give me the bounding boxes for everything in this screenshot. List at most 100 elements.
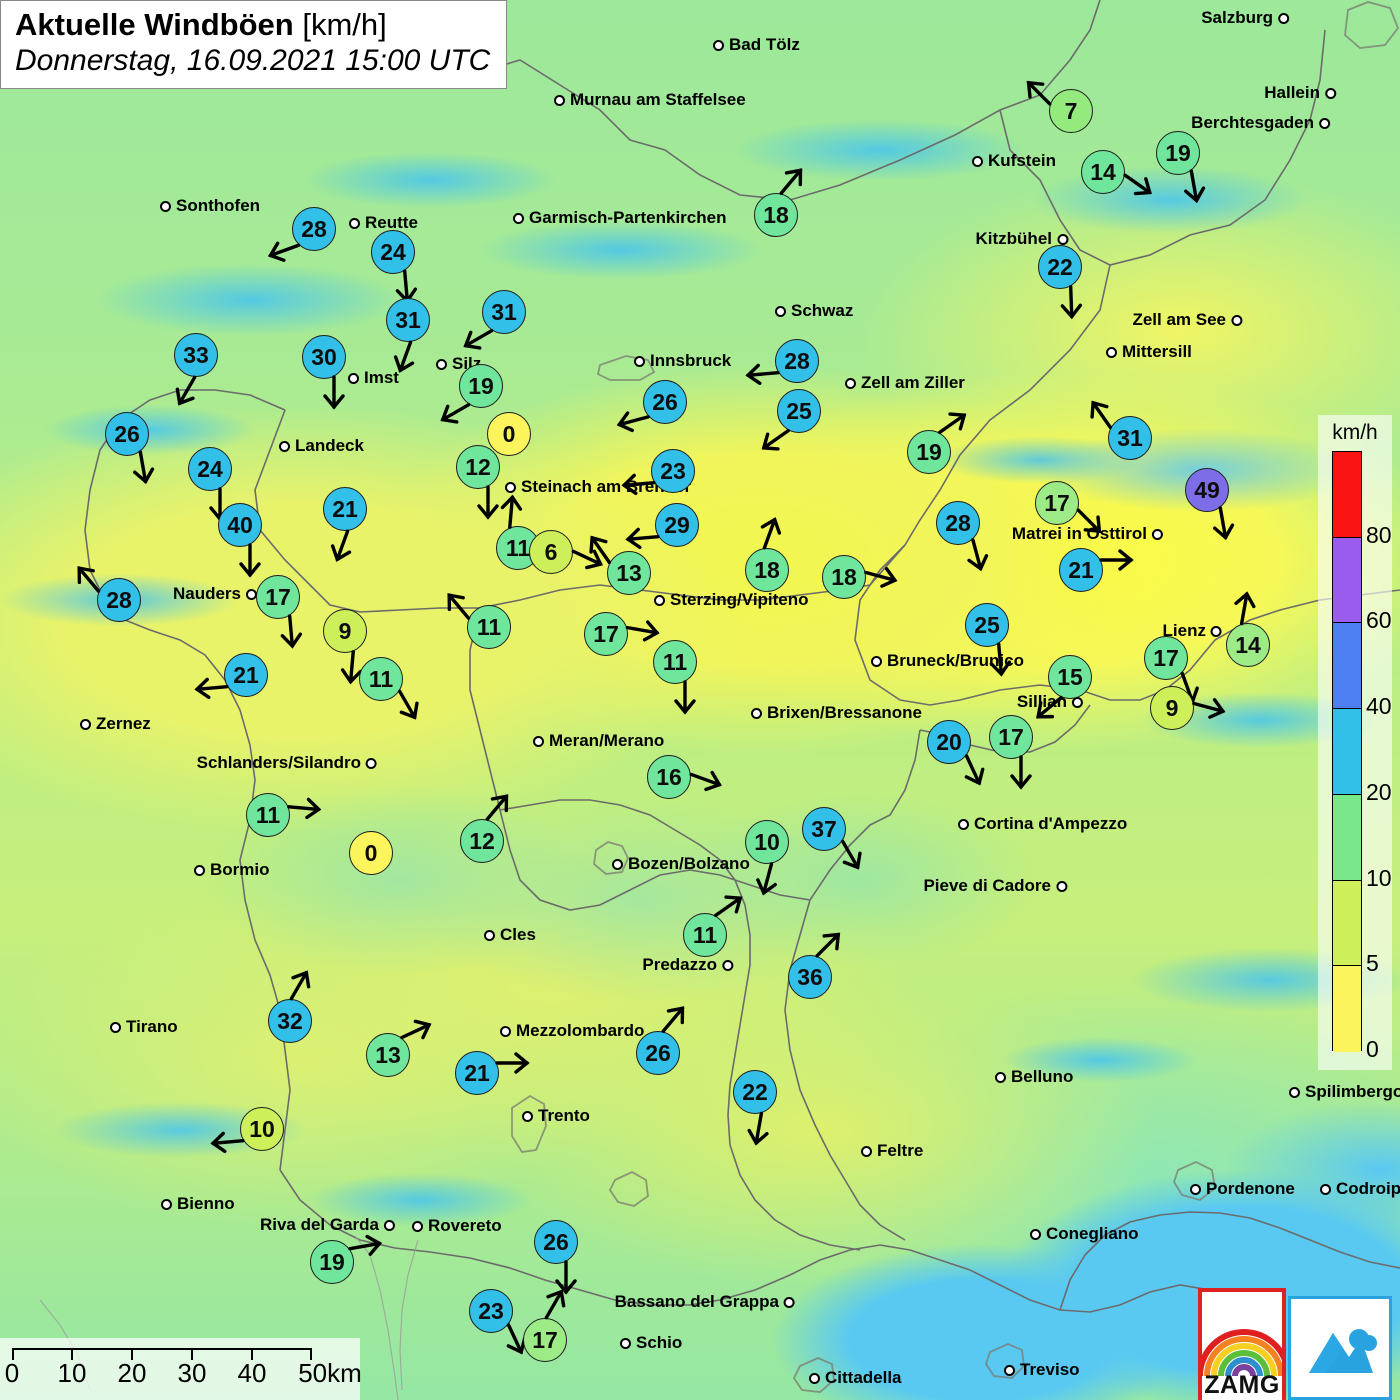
wind-station-marker[interactable]: 25: [965, 603, 1012, 677]
wind-station-marker[interactable]: 14: [1226, 591, 1270, 667]
city-marker-icon: [1325, 87, 1336, 99]
wind-station-marker[interactable]: 17: [523, 1289, 567, 1362]
wind-gust-value: 19: [310, 1240, 354, 1284]
wind-station-marker[interactable]: 17: [1144, 636, 1199, 705]
wind-gust-value: 14: [1081, 150, 1125, 194]
wind-station-marker[interactable]: 33: [174, 333, 218, 406]
wind-station-marker[interactable]: 29: [625, 503, 699, 550]
wind-station-marker[interactable]: 16: [647, 755, 722, 799]
wind-station-marker[interactable]: 31: [1090, 400, 1152, 460]
wind-station-marker[interactable]: 24: [371, 230, 418, 304]
wind-gust-value: 18: [754, 193, 798, 237]
wind-station-marker[interactable]: 19: [310, 1234, 383, 1284]
city-marker-icon: [1231, 314, 1242, 326]
wind-gust-value: 28: [292, 207, 336, 251]
city-marker-icon: [533, 735, 544, 747]
geosphere-logo[interactable]: [1288, 1296, 1392, 1400]
wind-station-marker[interactable]: 10: [745, 820, 789, 896]
wind-station-marker[interactable]: 23: [621, 449, 695, 496]
wind-station-marker[interactable]: 11: [447, 593, 511, 649]
wind-gust-value: 11: [246, 793, 290, 837]
wind-station-marker[interactable]: 28: [77, 566, 141, 622]
wind-station-marker[interactable]: 49: [1185, 468, 1235, 541]
wind-gust-value: 17: [1144, 636, 1188, 680]
wind-station-marker[interactable]: 10: [210, 1107, 284, 1154]
wind-station-marker[interactable]: 9: [323, 609, 367, 685]
wind-station-marker[interactable]: 26: [616, 380, 687, 433]
wind-station-marker[interactable]: 19: [1156, 131, 1206, 204]
wind-station-marker[interactable]: 12: [460, 794, 509, 863]
wind-station-marker[interactable]: 18: [822, 555, 898, 599]
wind-station-marker[interactable]: 17: [1035, 481, 1102, 534]
wind-station-marker[interactable]: 21: [194, 653, 268, 700]
wind-station-marker[interactable]: 26: [534, 1220, 578, 1295]
wind-station-marker[interactable]: 11: [246, 793, 322, 837]
scale-label-50km: 50km: [298, 1358, 362, 1388]
wind-station-marker[interactable]: 22: [1038, 245, 1083, 320]
wind-station-marker[interactable]: 17: [584, 612, 660, 656]
wind-gust-value: 13: [366, 1033, 410, 1077]
wind-station-marker[interactable]: 21: [323, 487, 367, 562]
wind-station-marker[interactable]: 15: [1036, 655, 1092, 719]
zamg-logo[interactable]: ZAMG: [1198, 1288, 1286, 1400]
wind-station-marker[interactable]: 17: [989, 715, 1033, 790]
wind-station-marker[interactable]: 7: [1026, 80, 1093, 133]
wind-station-marker[interactable]: 13: [589, 535, 651, 595]
wind-station-marker[interactable]: 18: [745, 517, 789, 592]
city-name: Schio: [636, 1333, 683, 1352]
city-name: Tirano: [126, 1017, 178, 1036]
wind-station-marker[interactable]: 0: [487, 412, 531, 456]
wind-station-marker[interactable]: 11: [653, 640, 697, 715]
wind-station-marker[interactable]: 0: [349, 831, 393, 875]
wind-station-marker[interactable]: 26: [636, 1006, 685, 1075]
wind-station-marker[interactable]: 18: [754, 168, 803, 237]
city-name: Rovereto: [428, 1216, 502, 1235]
city-label: Cortina d'Ampezzo: [958, 814, 1127, 834]
wind-station-marker[interactable]: 40: [218, 503, 262, 578]
wind-station-marker[interactable]: 13: [366, 1019, 432, 1077]
wind-gust-value: 9: [323, 609, 367, 653]
wind-station-marker[interactable]: 21: [455, 1051, 530, 1095]
city-name: Mezzolombardo: [516, 1021, 645, 1040]
wind-station-marker[interactable]: 6: [529, 530, 603, 574]
wind-station-marker[interactable]: 20: [927, 720, 985, 786]
wind-station-marker[interactable]: 28: [936, 501, 989, 572]
wind-station-marker[interactable]: 28: [267, 207, 336, 262]
city-label: Bassano del Grappa: [615, 1292, 795, 1312]
wind-station-marker[interactable]: 28: [745, 339, 819, 386]
wind-station-marker[interactable]: 22: [733, 1070, 777, 1146]
city-name: Bienno: [177, 1194, 235, 1213]
wind-station-marker[interactable]: 19: [440, 364, 503, 424]
city-name: Lienz: [1162, 621, 1206, 640]
city-marker-icon: [384, 1219, 395, 1231]
wind-station-marker[interactable]: 19: [907, 412, 967, 474]
city-label: Landeck: [279, 436, 364, 456]
legend-band-60-80: [1333, 537, 1361, 624]
city-label: Codroipo: [1320, 1179, 1400, 1199]
wind-station-marker[interactable]: 36: [788, 932, 841, 999]
wind-station-marker[interactable]: 37: [802, 807, 862, 870]
wind-station-marker[interactable]: 14: [1081, 150, 1152, 196]
wind-station-marker[interactable]: 23: [469, 1289, 527, 1355]
wind-gust-value: 17: [256, 575, 300, 619]
city-label: Kitzbühel: [976, 229, 1068, 249]
wind-station-marker[interactable]: 9: [1150, 686, 1226, 730]
city-marker-icon: [110, 1021, 121, 1033]
wind-gust-value: 31: [482, 290, 526, 334]
wind-station-marker[interactable]: 24: [188, 447, 232, 522]
wind-station-marker[interactable]: 11: [683, 895, 743, 957]
wind-gust-value: 11: [359, 657, 403, 701]
wind-station-marker[interactable]: 21: [1059, 548, 1134, 592]
wind-station-marker[interactable]: 25: [761, 389, 821, 451]
wind-station-marker[interactable]: 17: [256, 575, 303, 649]
city-label: Bienno: [161, 1194, 235, 1214]
wind-station-marker[interactable]: 12: [456, 445, 500, 520]
wind-station-marker[interactable]: 31: [463, 290, 526, 350]
wind-station-marker[interactable]: 30: [302, 335, 346, 410]
wind-station-marker[interactable]: 31: [386, 298, 430, 373]
city-label: Schlanders/Silandro: [197, 753, 377, 773]
wind-station-marker[interactable]: 26: [105, 412, 155, 485]
wind-station-marker[interactable]: 32: [268, 970, 312, 1043]
wind-gust-value: 9: [1150, 686, 1194, 730]
wind-station-marker[interactable]: 11: [359, 657, 419, 720]
